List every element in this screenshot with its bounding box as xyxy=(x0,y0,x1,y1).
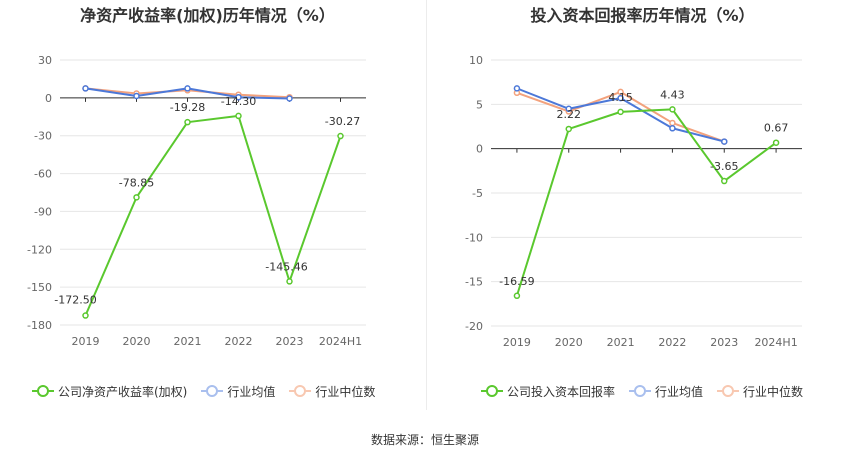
data-label: 4.43 xyxy=(660,88,685,101)
legend-item-company[interactable]: 公司投入资本回报率 xyxy=(481,383,615,400)
legend-swatch-company-icon xyxy=(32,385,54,397)
data-point-industry-avg xyxy=(721,138,728,145)
data-label: -19.28 xyxy=(170,101,205,114)
data-point-industry-avg xyxy=(617,94,624,102)
legend-item-industry-median[interactable]: 行业中位数 xyxy=(289,383,375,400)
data-point-industry-avg xyxy=(669,125,676,132)
x-tick-label: 2021 xyxy=(174,335,202,348)
data-label: -172.50 xyxy=(54,294,96,307)
data-label: 0.67 xyxy=(764,122,789,135)
legend-swatch-avg-icon xyxy=(629,385,652,397)
data-point-company xyxy=(565,125,572,133)
y-tick-label: -150 xyxy=(27,281,52,294)
data-point-company xyxy=(721,177,728,185)
legend-label: 公司投入资本回报率 xyxy=(507,384,616,399)
legend-label: 行业中位数 xyxy=(743,384,804,399)
legend-item-company[interactable]: 公司净资产收益率(加权) xyxy=(32,383,187,400)
legend-label: 行业均值 xyxy=(227,384,276,399)
legend-roic: 公司投入资本回报率 行业均值 行业中位数 xyxy=(481,381,817,401)
data-label: -30.27 xyxy=(325,115,360,128)
y-tick-label: -5 xyxy=(472,187,483,200)
data-point-company xyxy=(669,106,676,113)
data-point-company xyxy=(184,118,191,126)
data-label: -3.65 xyxy=(710,160,738,173)
x-tick-label: 2020 xyxy=(123,335,151,348)
x-tick-label: 2023 xyxy=(710,336,738,349)
x-tick-label: 2020 xyxy=(555,336,583,349)
legend-roe: 公司净资产收益率(加权) 行业均值 行业中位数 xyxy=(32,381,389,401)
data-point-company xyxy=(617,108,624,116)
x-tick-label: 2022 xyxy=(225,335,253,348)
data-point-industry-median xyxy=(669,119,676,127)
panel-divider xyxy=(426,0,427,410)
x-tick-label: 2024H1 xyxy=(319,335,362,348)
data-point-industry-avg xyxy=(565,105,572,113)
data-label: 2.22 xyxy=(557,108,582,121)
data-point-company xyxy=(772,139,780,146)
data-point-industry-avg xyxy=(235,93,242,101)
data-label: 4.15 xyxy=(608,91,633,104)
legend-swatch-median-icon xyxy=(717,385,740,397)
data-point-industry-avg xyxy=(82,85,89,92)
data-label: -16.59 xyxy=(499,275,534,288)
data-point-company xyxy=(513,292,521,300)
data-point-industry-median xyxy=(617,88,624,96)
data-point-industry-avg xyxy=(286,95,293,102)
data-point-company xyxy=(82,312,89,319)
y-tick-label: 0 xyxy=(476,143,483,156)
data-source: 数据来源：恒生聚源 xyxy=(370,433,479,447)
chart-title-roic: 投入资本回报率历年情况（%） xyxy=(530,6,755,25)
data-label: -14.30 xyxy=(221,95,256,108)
data-point-industry-avg xyxy=(184,85,191,92)
y-tick-label: -120 xyxy=(27,243,52,256)
y-tick-label: -30 xyxy=(34,130,52,143)
data-point-industry-avg xyxy=(513,85,521,92)
data-point-industry-avg xyxy=(133,92,140,100)
legend-label: 行业中位数 xyxy=(315,384,376,399)
data-point-company xyxy=(286,278,293,285)
x-tick-label: 2019 xyxy=(72,335,100,348)
y-tick-label: 0 xyxy=(45,92,52,105)
legend-item-industry-median[interactable]: 行业中位数 xyxy=(717,383,803,400)
y-tick-label: 5 xyxy=(476,98,483,111)
y-tick-label: -90 xyxy=(34,205,52,218)
y-tick-label: -10 xyxy=(465,231,483,244)
x-tick-label: 2023 xyxy=(276,335,304,348)
x-tick-label: 2019 xyxy=(503,336,531,349)
legend-label: 公司净资产收益率(加权) xyxy=(58,384,188,399)
data-point-company xyxy=(133,194,140,201)
x-tick-label: 2021 xyxy=(607,336,635,349)
legend-item-industry-avg[interactable]: 行业均值 xyxy=(201,383,275,400)
y-tick-label: -180 xyxy=(27,319,52,332)
series-line-company xyxy=(515,108,777,297)
x-tick-label: 2024H1 xyxy=(754,336,797,349)
y-tick-label: -60 xyxy=(34,168,52,181)
data-point-company xyxy=(235,112,242,120)
legend-label: 行业均值 xyxy=(655,384,704,399)
data-label: -145.46 xyxy=(265,260,307,273)
legend-swatch-median-icon xyxy=(289,385,312,397)
x-tick-label: 2022 xyxy=(658,336,686,349)
y-tick-label: 30 xyxy=(38,54,52,67)
legend-item-industry-avg[interactable]: 行业均值 xyxy=(629,383,703,400)
chart-title-roe: 净资产收益率(加权)历年情况（%） xyxy=(80,6,335,25)
legend-swatch-company-icon xyxy=(481,385,503,397)
data-point-company xyxy=(337,132,344,140)
series-line-company xyxy=(84,114,342,316)
legend-swatch-avg-icon xyxy=(201,385,224,397)
y-tick-label: -20 xyxy=(465,320,483,333)
y-tick-label: 10 xyxy=(469,54,483,67)
y-tick-label: -15 xyxy=(465,276,483,289)
data-label: -78.85 xyxy=(119,176,154,189)
